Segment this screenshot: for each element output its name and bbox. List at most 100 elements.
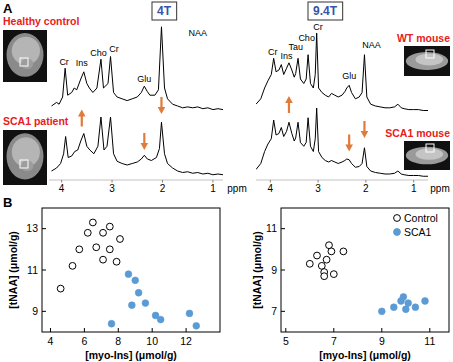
arrow-head — [141, 143, 149, 150]
scatter-point — [321, 273, 328, 280]
figure: AB4T9.4THealthy controlCrInsChoCrGluNAAS… — [0, 0, 453, 362]
scatter-point — [106, 223, 113, 230]
scatter-point — [412, 304, 419, 311]
scatter-point — [69, 262, 76, 269]
x-tick — [429, 328, 430, 332]
peak-label: Cr — [313, 22, 323, 32]
x-tick-label: 9 — [379, 335, 385, 347]
scatter-point — [306, 260, 313, 267]
voxel-box — [20, 58, 28, 66]
arrow-head — [285, 96, 293, 103]
scatter-point — [340, 248, 347, 255]
mri-cerebellum — [21, 59, 33, 69]
change-arrow — [78, 110, 86, 127]
change-arrow — [285, 96, 293, 113]
arrow-head — [345, 145, 353, 152]
mri-brain — [416, 54, 444, 66]
x-axis — [49, 180, 223, 181]
change-arrow — [361, 121, 369, 138]
y-tick-label: 11 — [27, 264, 38, 276]
y-tick — [281, 311, 285, 312]
change-arrow — [158, 97, 166, 114]
peak-label: Cho — [90, 48, 107, 58]
scatter-point — [186, 310, 193, 317]
voxel-box — [426, 144, 434, 152]
scatter-point — [132, 277, 139, 284]
mri-image — [3, 130, 47, 185]
chart-title: Healthy control — [3, 15, 80, 27]
y-tick — [281, 228, 285, 229]
spectrum — [52, 117, 223, 175]
arrow-shaft — [288, 102, 290, 113]
scatter-point — [93, 244, 100, 251]
x-tick-label: 2 — [160, 183, 166, 194]
legend-marker — [394, 215, 401, 222]
y-tick-label: 11 — [266, 222, 277, 234]
scatter-point — [328, 248, 335, 255]
x-tick-label: 10 — [146, 335, 158, 347]
change-arrow — [345, 135, 353, 152]
scatter-point — [400, 293, 407, 300]
y-tick — [281, 270, 285, 271]
x-tick-label: 4 — [59, 183, 65, 194]
x-tick — [186, 328, 187, 332]
scatter-point — [390, 304, 397, 311]
x-tick — [152, 328, 153, 332]
y-tick — [42, 228, 46, 229]
spectrum — [256, 33, 428, 110]
scatter-point — [405, 300, 412, 307]
spectrum — [256, 108, 428, 176]
chart-title: WT mouse — [397, 32, 450, 44]
arrow-shaft — [160, 97, 162, 108]
plot-frame — [281, 208, 449, 332]
x-tick-label: 4 — [48, 335, 54, 347]
x-axis — [256, 180, 428, 181]
y-tick-label: 7 — [271, 305, 277, 317]
x-tick — [285, 328, 286, 332]
scatter-point — [378, 308, 385, 315]
scatter-point — [89, 219, 96, 226]
x-tick-label: 12 — [180, 335, 192, 347]
arrow-shaft — [363, 121, 365, 132]
x-tick-label: 8 — [115, 335, 121, 347]
peak-label: Ins — [281, 51, 294, 61]
scatter-point — [125, 271, 132, 278]
x-tick-label: 3 — [315, 183, 321, 194]
plot-area — [306, 242, 428, 315]
scatter-point — [128, 302, 135, 309]
peak-label: NAA — [362, 40, 381, 50]
legend: Control SCA1 — [394, 212, 438, 238]
x-tick — [381, 328, 382, 332]
change-arrow — [141, 133, 149, 150]
peak-label: Ins — [76, 58, 89, 68]
mri-brain — [416, 148, 444, 160]
scatter-point — [314, 252, 321, 259]
plot-area — [256, 33, 428, 110]
legend-label: SCA1 — [404, 226, 432, 238]
chart-title: SCA1 patient — [3, 115, 69, 127]
y-tick-label: 9 — [271, 264, 277, 276]
panel-label: A — [3, 1, 13, 16]
arrow-shaft — [81, 116, 83, 127]
mri-image — [404, 141, 450, 170]
scatter-point — [100, 256, 107, 263]
y-tick — [42, 311, 46, 312]
plot-area — [256, 108, 428, 176]
header-box — [152, 2, 177, 20]
arrow-head — [78, 110, 86, 117]
x-tick-label: 2 — [363, 183, 369, 194]
y-axis-label: [tNAA] (μmol/g) — [251, 231, 263, 309]
plot-area — [57, 219, 199, 329]
arrow-head — [158, 107, 166, 114]
plot-area — [52, 27, 223, 110]
x-axis-label: [myo-Ins] (μmol/g) — [319, 349, 411, 361]
mri-head — [7, 33, 44, 77]
legend-label: Control — [404, 212, 438, 224]
peak-label: Cr — [109, 44, 119, 54]
scatter-point — [330, 271, 337, 278]
x-tick — [118, 328, 119, 332]
x-axis-label: ppm — [227, 183, 246, 194]
arrow-shaft — [348, 135, 350, 146]
mri-head — [7, 133, 44, 179]
scatter-point — [323, 256, 330, 263]
